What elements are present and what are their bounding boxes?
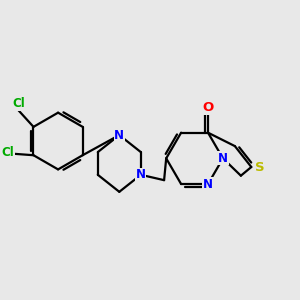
Text: N: N: [136, 168, 146, 181]
Text: S: S: [255, 160, 265, 173]
Text: O: O: [202, 101, 214, 114]
Text: Cl: Cl: [2, 146, 14, 159]
Text: Cl: Cl: [13, 98, 26, 110]
Text: N: N: [203, 178, 213, 190]
Text: N: N: [218, 152, 228, 165]
Text: N: N: [114, 129, 124, 142]
